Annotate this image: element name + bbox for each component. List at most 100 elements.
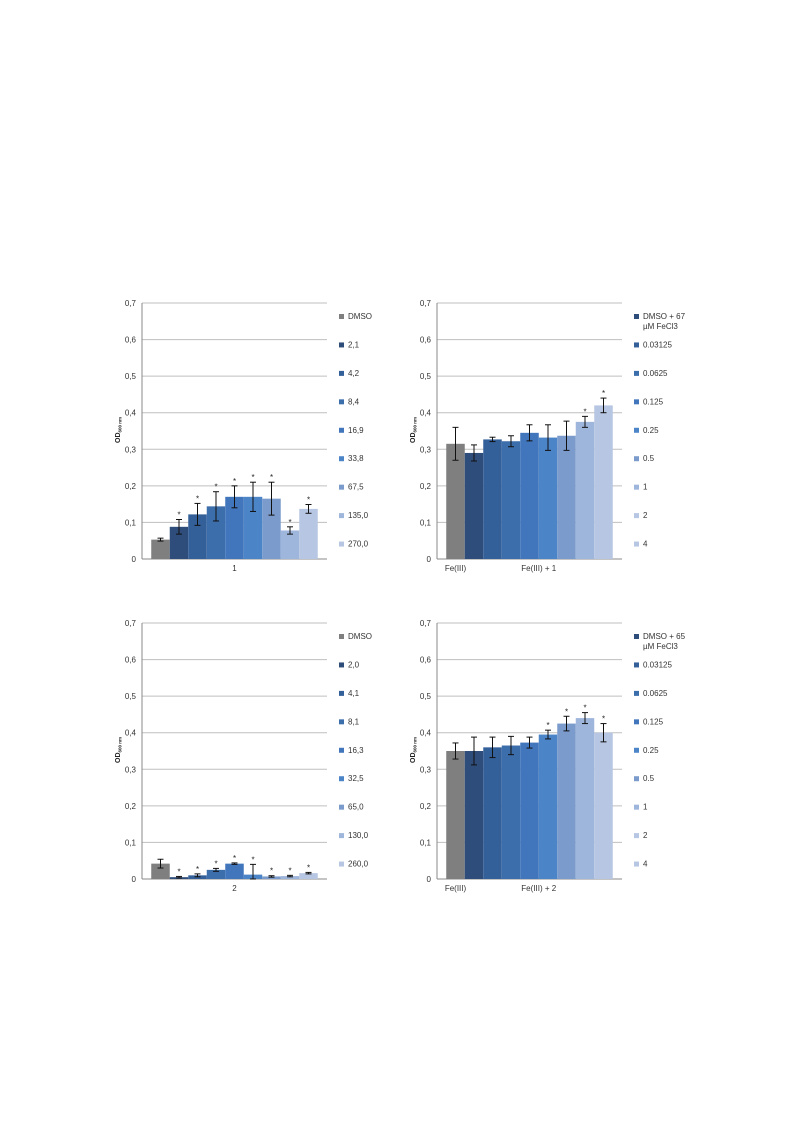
legend-swatch	[634, 747, 639, 753]
legend-swatch	[339, 662, 344, 668]
legend-entry: 4	[643, 540, 648, 549]
legend-swatch	[339, 456, 344, 462]
y-tick-label: 0,2	[125, 482, 137, 491]
y-axis-label: OD600 nm	[115, 417, 123, 443]
bar	[188, 514, 207, 559]
legend-entry: 2	[643, 831, 648, 840]
bar	[464, 452, 484, 559]
legend-entry: 16,3	[348, 746, 364, 755]
y-tick-label: 0,5	[125, 692, 137, 701]
y-tick-label: 0,7	[125, 299, 137, 308]
legend-entry: DMSO	[348, 632, 372, 641]
y-tick-label: 0,5	[420, 372, 432, 381]
significance-star: *	[214, 483, 217, 492]
bar	[520, 742, 539, 879]
legend-entry: DMSO	[348, 312, 372, 321]
legend-swatch	[634, 541, 639, 547]
y-tick-label: 0,7	[420, 299, 432, 308]
legend-entry: 0.5	[643, 774, 655, 783]
bar	[225, 496, 244, 559]
y-tick-label: 0,1	[125, 518, 137, 527]
bar	[280, 530, 300, 559]
bar	[501, 441, 521, 559]
legend-swatch	[339, 541, 344, 547]
legend-entry: 8,4	[348, 397, 360, 406]
legend-swatch	[339, 833, 344, 839]
y-tick-label: 0	[427, 555, 432, 564]
y-tick-label: 0,7	[125, 619, 137, 628]
bar	[206, 869, 226, 879]
x-group-label: Fe(III) + 2	[521, 884, 556, 893]
legend-entry: 0.125	[643, 397, 664, 406]
legend-swatch	[634, 314, 639, 319]
legend-swatch	[339, 370, 344, 376]
legend-swatch	[634, 484, 639, 490]
y-tick-label: 0,6	[125, 656, 137, 665]
legend-entry: DMSO + 67 µM FeCl3	[643, 312, 686, 331]
bar-chart-1: 0 0,1 0,2 0,3 0,4 0,5 0,6 0,7 OD600 nm * * * * * * * * 1 D…	[115, 299, 372, 573]
bar	[538, 734, 558, 879]
significance-star: *	[270, 867, 273, 876]
bar-chart-4: 0 0,1 0,2 0,3 0,4 0,5 0,6 0,7 OD600 nm * * * * Fe(III…	[410, 619, 686, 893]
bar	[151, 863, 170, 879]
legend-swatch	[634, 861, 639, 867]
legend-entry: 0.5	[643, 454, 655, 463]
bar	[483, 439, 502, 559]
y-tick-label: 0,6	[125, 336, 137, 345]
legend-entry: 32,5	[348, 774, 364, 783]
legend-entry: 16,9	[348, 426, 364, 435]
legend-swatch	[634, 342, 639, 348]
legend-entry: 130,0	[348, 831, 369, 840]
legend-swatch	[634, 427, 639, 433]
legend-swatch	[634, 690, 639, 696]
y-tick-label: 0,5	[420, 692, 432, 701]
legend-swatch	[339, 634, 344, 639]
legend-swatch	[634, 370, 639, 376]
bar-chart-3: 0 0,1 0,2 0,3 0,4 0,5 0,6 0,7 OD600 nm * * * * * * * * 2 D…	[115, 619, 372, 893]
bar	[464, 751, 484, 879]
legend-entry: 33,8	[348, 454, 364, 463]
chart-panel-2: 0 0,1 0,2 0,3 0,4 0,5 0,6 0,7 OD600 nm * * Fe(III) F…	[405, 295, 695, 585]
bar	[262, 876, 281, 879]
x-group-label: Fe(III)	[445, 884, 467, 893]
legend-swatch	[634, 776, 639, 782]
bar	[169, 526, 189, 559]
legend-swatch	[634, 456, 639, 462]
significance-star: *	[233, 477, 236, 486]
bar	[557, 723, 576, 879]
legend-swatch	[339, 513, 344, 519]
y-tick-label: 0	[132, 555, 137, 564]
y-axis-label: OD600 nm	[410, 737, 418, 763]
chart-panel-1: 0 0,1 0,2 0,3 0,4 0,5 0,6 0,7 OD600 nm * * * * * * * * 1 D…	[110, 295, 400, 585]
significance-star: *	[251, 855, 254, 864]
y-tick-label: 0,1	[420, 838, 432, 847]
bar	[501, 745, 521, 879]
legend-swatch	[339, 861, 344, 867]
legend-entry: 1	[643, 483, 648, 492]
y-tick-label: 0,4	[125, 729, 137, 738]
legend-entry: 0.125	[643, 717, 664, 726]
bar	[299, 508, 318, 559]
bar	[206, 506, 226, 559]
chart-panel-3: 0 0,1 0,2 0,3 0,4 0,5 0,6 0,7 OD600 nm * * * * * * * * 2 D…	[110, 615, 400, 905]
y-axis-label: OD600 nm	[410, 417, 418, 443]
bar-chart-2: 0 0,1 0,2 0,3 0,4 0,5 0,6 0,7 OD600 nm * * Fe(III) F…	[410, 299, 686, 573]
significance-star: *	[251, 473, 254, 482]
legend-entry: 270,0	[348, 540, 369, 549]
significance-star: *	[196, 494, 199, 503]
legend-entry: 4	[643, 860, 648, 869]
x-group-label: Fe(III)	[445, 564, 467, 573]
legend-entry: 8,1	[348, 717, 360, 726]
legend-entry: 0.0625	[643, 689, 668, 698]
significance-star: *	[177, 867, 180, 876]
legend-entry: 1	[643, 803, 648, 812]
bar	[557, 435, 576, 559]
legend-entry: 0.25	[643, 746, 659, 755]
legend-swatch	[634, 634, 639, 639]
significance-star: *	[288, 518, 291, 527]
significance-star: *	[565, 707, 568, 716]
y-tick-label: 0,1	[420, 518, 432, 527]
y-tick-label: 0,4	[125, 409, 137, 418]
significance-star: *	[196, 865, 199, 874]
bar	[575, 718, 595, 879]
